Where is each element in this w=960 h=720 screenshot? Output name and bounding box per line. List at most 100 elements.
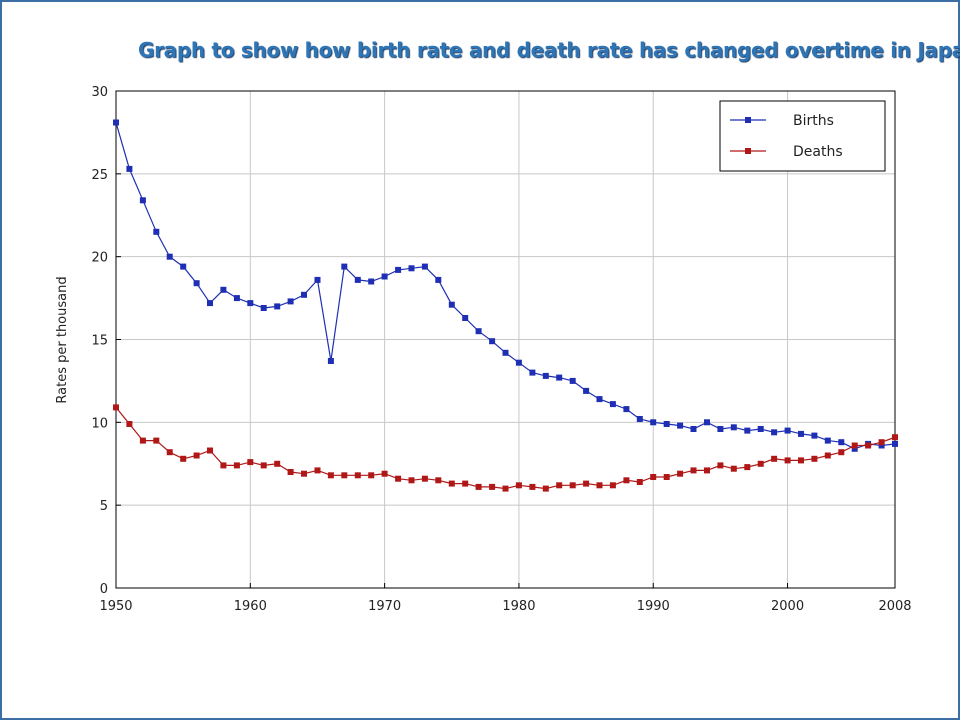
data-point-births	[368, 278, 375, 285]
x-tick-label: 2000	[771, 599, 804, 614]
data-point-births	[704, 419, 710, 426]
data-point-births	[462, 315, 469, 321]
data-point-deaths	[690, 467, 697, 474]
data-point-deaths	[180, 455, 187, 462]
data-point-births	[274, 303, 281, 310]
data-point-births	[287, 298, 294, 305]
data-point-births	[730, 424, 737, 431]
data-point-deaths	[623, 477, 630, 484]
y-tick-label: 30	[91, 85, 108, 100]
data-point-births	[771, 429, 778, 436]
data-point-deaths	[771, 455, 778, 462]
data-point-deaths	[327, 472, 334, 479]
data-point-deaths	[354, 472, 361, 479]
x-tick-label: 1990	[637, 599, 670, 614]
data-point-births	[475, 328, 482, 335]
data-point-births	[153, 228, 160, 235]
data-point-births	[892, 440, 898, 447]
data-point-births	[811, 432, 818, 439]
data-point-deaths	[556, 482, 563, 489]
data-point-deaths	[489, 483, 496, 490]
data-point-births	[838, 439, 845, 446]
data-point-births	[193, 280, 200, 287]
data-point-deaths	[677, 470, 684, 477]
data-point-births	[220, 286, 227, 293]
data-point-deaths	[408, 477, 415, 484]
data-point-births	[435, 276, 442, 283]
data-point-deaths	[892, 434, 898, 441]
data-point-deaths	[233, 462, 240, 469]
y-tick-label: 5	[100, 499, 108, 514]
data-point-births	[180, 263, 187, 270]
data-point-deaths	[757, 460, 764, 467]
x-tick-label: 1970	[368, 599, 401, 614]
data-point-births	[636, 416, 643, 422]
data-point-deaths	[730, 465, 737, 472]
data-point-births	[623, 406, 630, 413]
data-point-deaths	[596, 482, 603, 489]
data-point-deaths	[744, 464, 751, 471]
data-point-births	[327, 358, 334, 364]
y-tick-label: 20	[91, 251, 108, 266]
legend-deaths-label: Deaths	[793, 144, 843, 160]
data-point-births	[650, 419, 657, 426]
legend: Births Deaths	[719, 100, 886, 172]
data-point-births	[408, 265, 415, 272]
data-point-births	[609, 401, 616, 408]
data-point-births	[690, 426, 697, 432]
data-point-deaths	[287, 469, 294, 475]
x-tick-label: 1950	[99, 599, 132, 614]
data-point-deaths	[542, 485, 549, 492]
data-point-deaths	[798, 457, 804, 464]
data-point-births	[717, 426, 724, 432]
data-point-deaths	[878, 439, 885, 446]
y-tick-label: 25	[91, 168, 108, 183]
data-point-deaths	[395, 475, 402, 482]
legend-births-label: Births	[793, 113, 834, 129]
data-point-deaths	[475, 483, 482, 490]
data-point-births	[421, 263, 428, 270]
data-point-deaths	[704, 467, 710, 474]
data-point-births	[260, 305, 267, 311]
x-tick-label: 1980	[502, 599, 535, 614]
data-point-deaths	[851, 442, 858, 449]
data-point-births	[247, 300, 254, 307]
data-point-births	[798, 430, 804, 437]
data-point-deaths	[166, 449, 173, 456]
data-point-births	[113, 119, 119, 126]
data-point-births	[596, 396, 603, 403]
data-point-deaths	[314, 467, 321, 474]
axis-ticks: 1950 1960 1970 1980 1990 2000 2008 0 5 10 15 20 25 30	[91, 85, 911, 614]
series-layer	[113, 119, 898, 492]
data-point-births	[139, 197, 146, 204]
data-point-births	[824, 437, 831, 444]
data-point-deaths	[421, 475, 428, 482]
data-point-deaths	[381, 470, 388, 477]
data-point-births	[515, 359, 522, 366]
data-point-births	[583, 387, 590, 394]
data-point-births	[301, 291, 307, 298]
data-point-deaths	[569, 482, 576, 489]
data-point-births	[677, 422, 684, 429]
data-point-births	[744, 427, 751, 434]
data-point-deaths	[824, 452, 831, 459]
data-point-deaths	[113, 404, 119, 411]
series-deaths	[113, 404, 898, 492]
data-point-deaths	[650, 474, 657, 480]
data-point-births	[851, 445, 858, 452]
x-tick-label: 1960	[234, 599, 267, 614]
data-point-deaths	[301, 470, 307, 477]
data-point-deaths	[220, 462, 227, 469]
data-point-deaths	[247, 459, 254, 466]
data-point-deaths	[368, 472, 375, 479]
data-point-deaths	[502, 485, 509, 492]
data-point-deaths	[153, 437, 160, 444]
data-point-births	[529, 369, 536, 376]
data-point-births	[757, 426, 764, 432]
data-point-births	[381, 273, 388, 280]
data-point-births	[663, 421, 670, 427]
data-point-deaths	[838, 449, 845, 456]
data-point-births	[448, 301, 455, 308]
data-point-deaths	[529, 483, 536, 490]
